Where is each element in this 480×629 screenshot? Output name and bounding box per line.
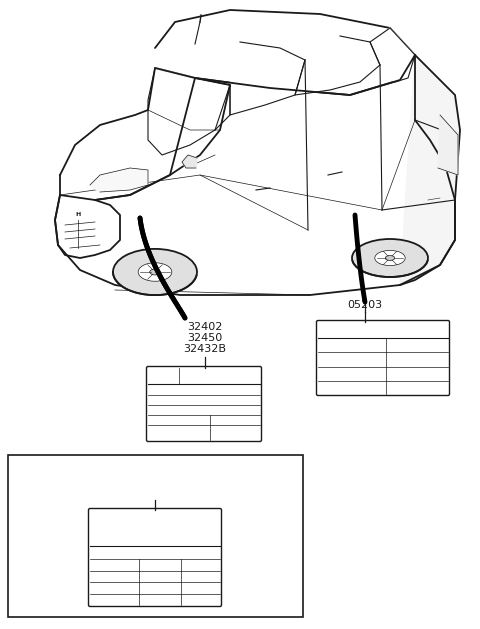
FancyBboxPatch shape (88, 508, 221, 606)
Text: 32432B: 32432B (183, 344, 227, 354)
Text: 97699A: 97699A (132, 487, 178, 500)
Ellipse shape (138, 263, 172, 281)
Polygon shape (90, 168, 148, 192)
Polygon shape (370, 28, 415, 82)
Polygon shape (55, 195, 120, 258)
Ellipse shape (150, 269, 160, 275)
Ellipse shape (385, 255, 395, 260)
Text: 05203: 05203 (348, 300, 383, 310)
Text: 32450: 32450 (187, 333, 223, 343)
Polygon shape (400, 55, 460, 285)
FancyBboxPatch shape (316, 321, 449, 396)
Polygon shape (148, 68, 230, 155)
Text: 32402: 32402 (187, 322, 223, 332)
Text: H: H (75, 211, 81, 216)
Polygon shape (230, 42, 305, 115)
Polygon shape (438, 115, 458, 175)
Polygon shape (182, 155, 197, 168)
FancyBboxPatch shape (146, 367, 262, 442)
Polygon shape (60, 68, 230, 200)
Polygon shape (55, 55, 455, 295)
Text: (FR COOLER-MANUAL A/CON): (FR COOLER-MANUAL A/CON) (69, 473, 241, 486)
FancyBboxPatch shape (8, 455, 303, 617)
Polygon shape (295, 36, 380, 95)
Ellipse shape (113, 249, 197, 295)
Ellipse shape (375, 250, 405, 265)
Ellipse shape (352, 239, 428, 277)
